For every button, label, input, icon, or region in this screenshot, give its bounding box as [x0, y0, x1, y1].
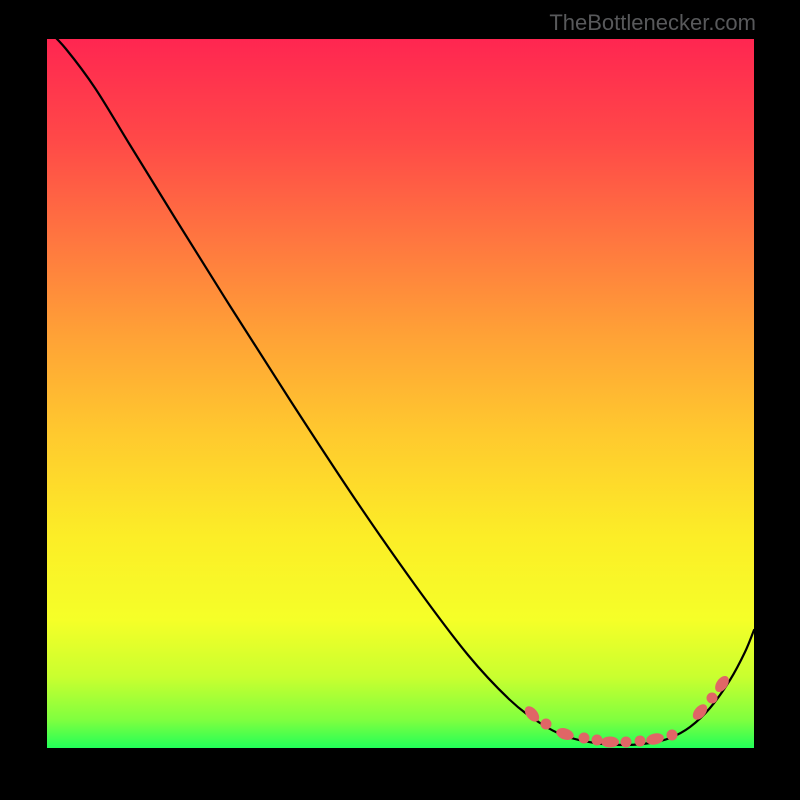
optimal-marker	[707, 693, 718, 704]
optimal-marker	[541, 719, 552, 730]
optimal-marker	[621, 737, 632, 748]
optimal-marker	[601, 737, 619, 748]
optimal-marker	[635, 736, 646, 747]
bottleneck-curve-chart	[0, 0, 800, 800]
plot-background	[47, 39, 754, 748]
attribution-text: TheBottlenecker.com	[549, 10, 756, 36]
optimal-marker	[667, 730, 678, 741]
optimal-marker	[592, 735, 603, 746]
optimal-marker	[579, 733, 590, 744]
